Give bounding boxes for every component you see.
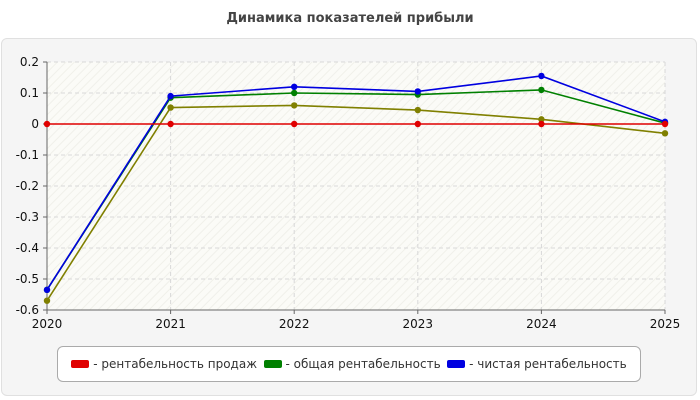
chart-title: Динамика показателей прибыли — [226, 11, 474, 26]
legend-item-net: - чистая рентабельность — [447, 357, 627, 371]
x-tick-label: 2025 — [650, 317, 681, 331]
legend-label-net: - чистая рентабельность — [469, 357, 627, 371]
y-tick-label: -0.1 — [16, 148, 39, 162]
legend: - рентабельность продаж - общая рентабел… — [57, 346, 641, 382]
data-point-3-5 — [661, 130, 669, 137]
y-tick-label: -0.2 — [16, 179, 39, 193]
data-point-3-2 — [291, 102, 298, 109]
data-point-0-2 — [291, 120, 298, 128]
data-point-3-4 — [538, 116, 545, 123]
data-point-2-3 — [414, 88, 421, 95]
data-point-1-4 — [538, 86, 545, 94]
x-tick-labels: 2020 2021 2022 2023 2024 2025 — [32, 317, 681, 331]
data-point-1-2 — [291, 89, 298, 97]
x-tick-label: 2021 — [155, 317, 186, 331]
y-tick-labels: 0.2 0.1 0 -0.1 -0.2 -0.3 -0.4 -0.5 -0.6 — [16, 55, 39, 317]
legend-swatch-sales — [71, 360, 90, 368]
legend-swatch-total — [263, 360, 282, 368]
y-tick-label: 0.1 — [20, 86, 39, 100]
y-tick-label: -0.6 — [16, 303, 39, 317]
legend-label-total: - общая рентабельность — [285, 357, 441, 371]
y-tick-label: 0.2 — [20, 55, 39, 69]
y-tick-label: -0.4 — [16, 241, 39, 255]
data-point-2-0 — [43, 286, 51, 294]
data-point-2-2 — [291, 83, 298, 91]
legend-item-sales: - рентабельность продаж — [71, 357, 257, 371]
axes — [43, 61, 666, 314]
series-lines — [43, 72, 669, 304]
y-tick-label: -0.5 — [16, 272, 39, 286]
y-tick-label: 0 — [31, 117, 39, 131]
data-point-2-4 — [538, 72, 545, 80]
series-line-3 — [46, 104, 666, 302]
data-point-0-0 — [43, 120, 51, 128]
data-point-0-3 — [414, 120, 421, 128]
x-tick-label: 2023 — [403, 317, 434, 331]
data-point-0-5 — [661, 120, 669, 128]
data-point-0-4 — [538, 120, 545, 128]
legend-swatch-net — [447, 360, 466, 368]
x-tick-label: 2022 — [279, 317, 310, 331]
legend-label-sales: - рентабельность продаж — [93, 357, 258, 371]
data-point-0-1 — [167, 120, 174, 128]
x-tick-label: 2024 — [526, 317, 557, 331]
y-tick-label: -0.3 — [16, 210, 39, 224]
data-point-2-1 — [167, 92, 174, 100]
data-point-3-0 — [43, 297, 51, 304]
data-point-3-3 — [414, 106, 421, 114]
legend-item-total: - общая рентабельность — [263, 357, 441, 371]
data-point-3-1 — [167, 104, 174, 111]
x-tick-label: 2020 — [32, 317, 63, 331]
series-line-2 — [46, 75, 666, 291]
